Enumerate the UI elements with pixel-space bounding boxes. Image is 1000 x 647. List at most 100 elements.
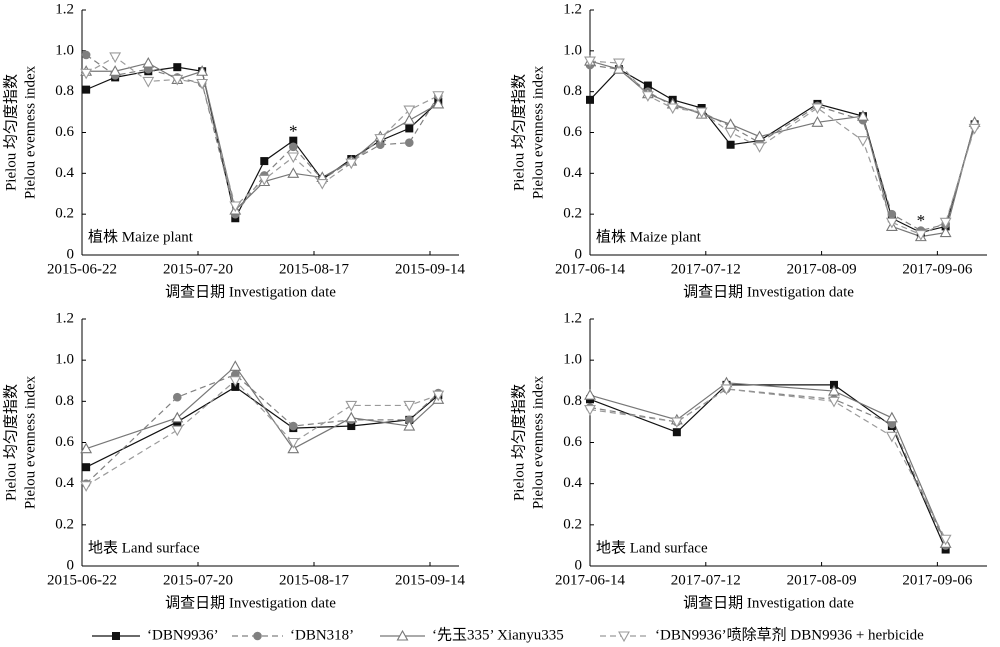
marker bbox=[403, 114, 416, 125]
y-axis-label: Pielou evenness index bbox=[530, 65, 546, 199]
marker bbox=[666, 103, 679, 115]
series-line bbox=[85, 365, 439, 450]
y-tick-label: 0.6 bbox=[55, 124, 74, 140]
series-line bbox=[589, 382, 947, 544]
y-tick-label: 0.8 bbox=[55, 83, 74, 99]
x-axis-label: 调查日期 Investigation date bbox=[165, 594, 336, 611]
marker bbox=[432, 390, 445, 402]
legend-label: ‘先玉335’ Xianyu335 bbox=[432, 626, 564, 643]
marker bbox=[171, 425, 184, 437]
marker bbox=[80, 481, 93, 492]
y-axis-label: Pielou evenness index bbox=[530, 375, 546, 509]
marker bbox=[229, 201, 242, 213]
panel-label: 地表 Land surface bbox=[596, 539, 708, 556]
marker bbox=[316, 178, 329, 190]
marker bbox=[112, 632, 120, 640]
marker bbox=[613, 58, 625, 70]
marker bbox=[887, 209, 897, 219]
y-tick-label: 0.2 bbox=[55, 206, 74, 222]
marker bbox=[584, 389, 596, 400]
marker bbox=[857, 110, 869, 121]
x-tick-label: 2017-07-12 bbox=[671, 261, 741, 277]
y-tick-label: 1.0 bbox=[55, 42, 74, 58]
marker bbox=[432, 91, 445, 102]
marker bbox=[753, 130, 766, 142]
series-line bbox=[85, 66, 439, 221]
x-axis-label: 调查日期 Investigation date bbox=[165, 283, 336, 300]
marker bbox=[724, 127, 737, 139]
x-tick-label: 2015-08-17 bbox=[279, 261, 349, 277]
series-line bbox=[85, 373, 439, 485]
y-tick-label: 0.8 bbox=[55, 393, 74, 409]
y-tick-label: 0 bbox=[67, 557, 75, 573]
panel-label: 植株 Maize plant bbox=[88, 228, 194, 245]
marker bbox=[828, 384, 840, 396]
marker bbox=[403, 400, 416, 412]
marker bbox=[753, 142, 766, 153]
y-tick-label: 0.6 bbox=[55, 434, 74, 450]
y-axis-label: Pielou 均匀度指数 bbox=[2, 384, 19, 501]
x-tick-label: 2017-08-09 bbox=[787, 261, 857, 277]
y-tick-label: 1.0 bbox=[563, 352, 582, 368]
x-tick-label: 2015-09-14 bbox=[395, 572, 465, 588]
x-tick-label: 2015-08-17 bbox=[279, 572, 349, 588]
y-tick-label: 1.0 bbox=[563, 42, 582, 58]
marker bbox=[432, 97, 445, 109]
marker bbox=[81, 50, 91, 60]
legend-label: ‘DBN9936’ bbox=[147, 627, 219, 643]
y-tick-label: 0.4 bbox=[55, 475, 74, 491]
marker bbox=[405, 124, 414, 133]
y-tick-label: 0.4 bbox=[55, 165, 74, 181]
series-line bbox=[589, 384, 947, 550]
y-tick-label: 0.8 bbox=[563, 83, 582, 99]
marker bbox=[726, 140, 735, 149]
panel-label: 地表 Land surface bbox=[88, 539, 200, 556]
marker bbox=[828, 396, 840, 408]
legend-label: ‘DBN318’ bbox=[290, 627, 354, 643]
marker bbox=[724, 118, 737, 129]
marker bbox=[396, 629, 409, 641]
marker bbox=[641, 91, 654, 102]
panel-label: 植株 Maize plant bbox=[596, 228, 702, 245]
marker bbox=[80, 68, 93, 80]
marker bbox=[857, 136, 869, 147]
y-tick-label: 1.0 bbox=[55, 352, 74, 368]
x-tick-label: 2015-07-20 bbox=[163, 572, 233, 588]
legend: ‘DBN9936’ ‘DBN318’ ‘先玉335’ Xianyu335 ‘DBN99… bbox=[92, 626, 924, 643]
marker bbox=[885, 431, 898, 443]
marker bbox=[345, 411, 358, 423]
marker bbox=[345, 158, 358, 170]
marker bbox=[229, 360, 242, 371]
marker bbox=[229, 376, 242, 387]
x-axis-label: 调查日期 Investigation date bbox=[683, 283, 854, 300]
y-tick-label: 0.4 bbox=[563, 475, 582, 491]
marker bbox=[939, 226, 952, 238]
marker bbox=[811, 103, 824, 115]
y-tick-label: 0.2 bbox=[55, 516, 74, 532]
marker bbox=[288, 142, 298, 152]
y-tick-label: 0.6 bbox=[563, 434, 582, 450]
marker bbox=[171, 74, 184, 86]
annotation: * bbox=[289, 121, 298, 140]
panel: 0 0.2 0.4 0.6 0.8 1.0 1.2 2015-06-22 2015-07-20 2… bbox=[2, 1, 465, 300]
x-tick-label: 2017-09-06 bbox=[902, 572, 972, 588]
y-tick-label: 1.2 bbox=[563, 1, 582, 17]
marker bbox=[142, 56, 155, 68]
marker bbox=[171, 411, 184, 423]
marker bbox=[288, 421, 298, 431]
x-tick-label: 2017-07-12 bbox=[671, 572, 741, 588]
marker bbox=[968, 123, 981, 135]
marker bbox=[720, 384, 733, 396]
marker bbox=[914, 230, 927, 241]
marker bbox=[82, 463, 91, 472]
marker bbox=[109, 52, 122, 64]
y-tick-label: 0 bbox=[575, 246, 583, 262]
marker bbox=[142, 76, 155, 88]
x-tick-label: 2015-06-22 bbox=[47, 261, 117, 277]
marker bbox=[287, 152, 300, 164]
marker bbox=[672, 428, 681, 437]
marker bbox=[196, 78, 209, 90]
x-tick-label: 2015-06-22 bbox=[47, 572, 117, 588]
